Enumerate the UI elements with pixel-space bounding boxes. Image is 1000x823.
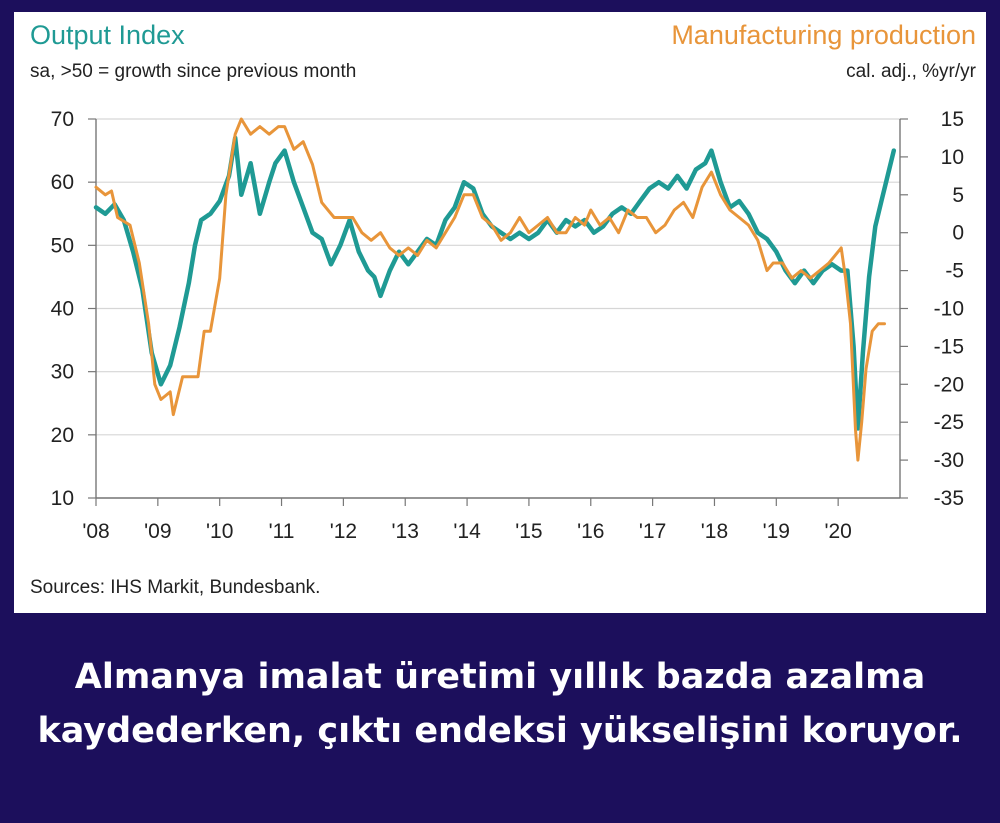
right-tick-label: -35 bbox=[934, 487, 964, 510]
manufacturing-production-line bbox=[94, 117, 886, 462]
left-tick-label: 40 bbox=[51, 298, 74, 321]
left-tick-label: 10 bbox=[51, 487, 74, 510]
gridlines bbox=[96, 118, 900, 499]
right-tick-label: 5 bbox=[952, 184, 964, 207]
x-tick-label: '11 bbox=[269, 520, 295, 543]
x-tick-label: '14 bbox=[453, 520, 481, 543]
x-tick-label: '09 bbox=[144, 520, 171, 543]
right-axis-ticks: 15 10 5 0 -5 -10 -15 -20 -25 -30 -35 bbox=[900, 108, 964, 510]
right-tick-label: -15 bbox=[934, 335, 964, 358]
manufacturing-production-title: Manufacturing production bbox=[671, 20, 976, 50]
right-axis-subtitle: cal. adj., %yr/yr bbox=[846, 61, 976, 82]
left-axis-ticks: 70 60 50 40 30 20 10 bbox=[51, 108, 96, 510]
right-tick-label: -25 bbox=[934, 411, 964, 434]
x-tick-label: '08 bbox=[82, 520, 109, 543]
left-axis-subtitle: sa, >50 = growth since previous month bbox=[30, 61, 357, 82]
x-tick-label: '19 bbox=[763, 520, 790, 543]
right-tick-label: 10 bbox=[941, 146, 964, 169]
right-tick-label: -5 bbox=[945, 260, 964, 283]
x-axis-ticks: '08 '09 '10 '11 '12 '13 '14 '15 '16 '17 '18 '19 '20 bbox=[82, 498, 852, 543]
left-tick-label: 60 bbox=[51, 171, 74, 194]
output-index-line bbox=[93, 135, 897, 431]
x-tick-label: '15 bbox=[515, 520, 542, 543]
chart-panel: Output Index Manufacturing production sa… bbox=[14, 12, 986, 613]
caption-line-2: kaydederken, çıktı endeksi yükselişini k… bbox=[37, 711, 963, 751]
right-tick-label: -10 bbox=[934, 298, 964, 321]
left-tick-label: 70 bbox=[51, 108, 74, 131]
right-tick-label: 0 bbox=[952, 222, 964, 245]
right-tick-label: -30 bbox=[934, 449, 964, 472]
x-tick-label: '16 bbox=[577, 520, 604, 543]
right-tick-label: 15 bbox=[941, 108, 964, 131]
x-tick-label: '20 bbox=[824, 520, 851, 543]
x-tick-label: '10 bbox=[206, 520, 233, 543]
x-tick-label: '17 bbox=[639, 520, 666, 543]
output-index-title: Output Index bbox=[30, 20, 185, 50]
left-tick-label: 30 bbox=[51, 361, 74, 384]
caption-line-1: Almanya imalat üretimi yıllık bazda azal… bbox=[74, 657, 926, 697]
sources-note: Sources: IHS Markit, Bundesbank. bbox=[30, 577, 321, 598]
series-lines bbox=[93, 117, 897, 462]
left-tick-label: 50 bbox=[51, 234, 74, 257]
x-tick-label: '18 bbox=[701, 520, 728, 543]
caption: Almanya imalat üretimi yıllık bazda azal… bbox=[0, 650, 1000, 758]
x-tick-label: '13 bbox=[392, 520, 419, 543]
right-tick-label: -20 bbox=[934, 373, 964, 396]
left-tick-label: 20 bbox=[51, 424, 74, 447]
x-tick-label: '12 bbox=[330, 520, 357, 543]
